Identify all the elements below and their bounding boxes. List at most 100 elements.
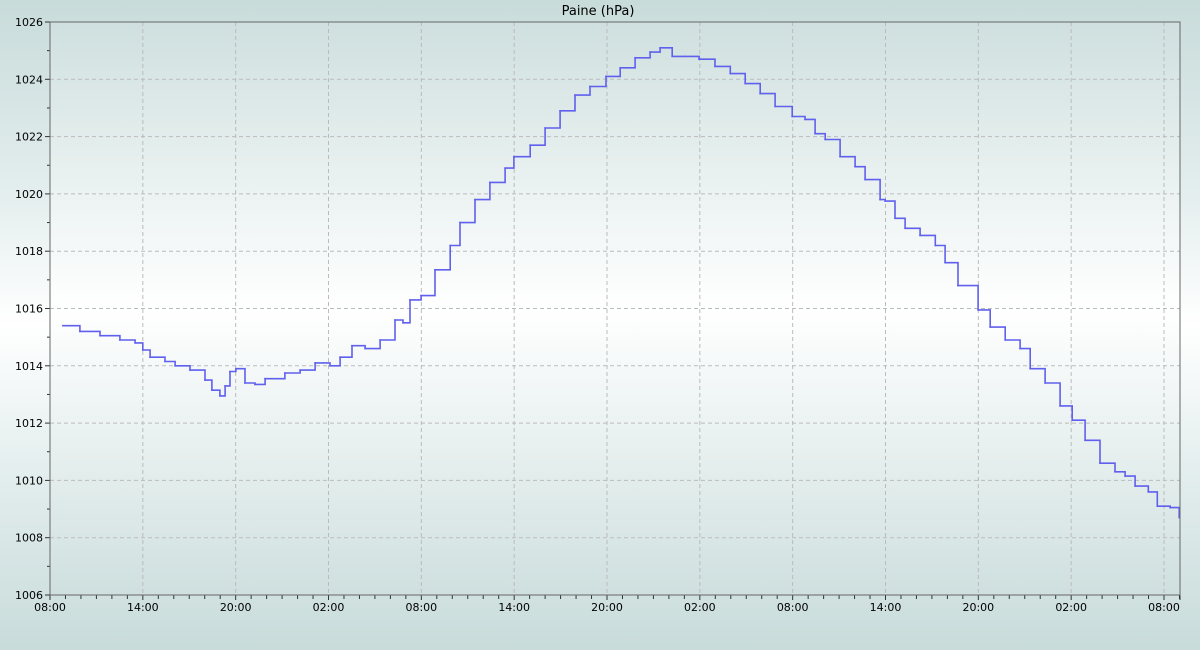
data-point — [229, 370, 231, 373]
y-tick-label: 1026 — [15, 16, 43, 29]
data-point — [619, 66, 622, 69]
data-point — [989, 326, 992, 329]
data-point — [79, 330, 81, 333]
y-tick-label: 1012 — [15, 417, 43, 430]
data-point — [434, 268, 436, 271]
data-point — [1169, 506, 1172, 509]
x-tick-label: 14:00 — [498, 601, 530, 614]
data-point — [879, 198, 881, 201]
data-point — [1059, 405, 1061, 407]
data-point — [1114, 470, 1116, 473]
x-tick-label: 20:00 — [962, 601, 994, 614]
data-point — [409, 299, 411, 301]
data-point — [314, 362, 316, 364]
data-point — [219, 394, 221, 397]
x-tick-label: 08:00 — [777, 601, 809, 614]
data-point — [744, 82, 747, 85]
data-point — [759, 92, 762, 95]
data-point — [684, 55, 687, 58]
data-point — [149, 356, 151, 359]
y-tick-label: 1008 — [15, 532, 43, 545]
x-tick-label: 02:00 — [684, 601, 716, 614]
data-point — [814, 132, 817, 135]
data-point — [420, 294, 422, 297]
data-point — [489, 181, 491, 184]
data-point — [864, 178, 867, 181]
data-point — [714, 65, 716, 68]
data-point — [1071, 419, 1074, 422]
data-point — [839, 155, 842, 158]
pressure-line — [62, 47, 1180, 518]
data-point — [1029, 367, 1032, 370]
data-point — [174, 364, 176, 367]
data-point — [589, 85, 591, 88]
x-tick-label: 20:00 — [591, 601, 623, 614]
data-point — [284, 372, 286, 374]
chart-title: Paine (hPa) — [562, 4, 635, 19]
data-point — [934, 244, 937, 247]
data-point — [1084, 439, 1086, 442]
data-point — [513, 155, 515, 158]
data-point — [919, 234, 921, 237]
grid — [50, 22, 1180, 595]
data-point — [1004, 339, 1007, 341]
data-point — [364, 347, 367, 350]
data-point — [1019, 347, 1022, 350]
data-point — [299, 369, 302, 371]
y-tick-label: 1024 — [15, 73, 43, 86]
x-tick-label: 08:00 — [1148, 601, 1180, 614]
data-point — [164, 360, 166, 363]
data-point — [1147, 490, 1150, 493]
data-point — [894, 217, 896, 220]
data-point — [329, 364, 331, 367]
data-point — [379, 339, 381, 341]
x-tick-label: 08:00 — [34, 601, 66, 614]
y-tick-label: 1006 — [15, 589, 43, 602]
data-point — [944, 261, 946, 264]
data-point — [671, 55, 674, 58]
data-point — [1099, 462, 1101, 465]
data-point — [99, 334, 101, 337]
y-tick-label: 1010 — [15, 474, 43, 487]
data-point — [1124, 475, 1126, 478]
data-point — [649, 51, 651, 53]
data-point — [118, 339, 121, 341]
data-point — [474, 198, 476, 201]
y-tick-label: 1014 — [15, 360, 43, 373]
data-point — [774, 105, 777, 108]
x-tick-label: 14:00 — [870, 601, 902, 614]
data-point — [659, 46, 662, 49]
data-point — [394, 319, 396, 321]
plot-frame — [49, 21, 1181, 596]
data-point — [134, 341, 136, 344]
data-point — [1134, 485, 1137, 488]
x-tick-label: 02:00 — [1055, 601, 1087, 614]
data-point — [574, 94, 576, 96]
data-point — [449, 244, 452, 247]
x-tick-label: 14:00 — [127, 601, 159, 614]
data-point — [211, 389, 213, 392]
data-point — [339, 356, 342, 359]
data-point — [854, 165, 856, 168]
x-tick-label: 08:00 — [405, 601, 437, 614]
data-point — [1156, 505, 1159, 508]
y-tick-label: 1022 — [15, 131, 43, 144]
data-point — [904, 227, 906, 230]
data-point — [605, 75, 607, 78]
axes: 1006 1008 1010 1012 1014 1016 1018 1020 1022 1024… — [15, 16, 1181, 614]
data-point — [224, 384, 226, 387]
data-point — [204, 379, 206, 382]
data-point — [634, 56, 637, 59]
data-point — [402, 321, 404, 324]
data-point — [235, 367, 237, 370]
data-point — [698, 58, 700, 61]
data-point — [884, 200, 887, 202]
data-point — [804, 118, 806, 121]
data-point — [559, 109, 561, 112]
data-point — [264, 377, 266, 380]
data-point — [1044, 382, 1047, 384]
data-point — [244, 382, 246, 384]
data-point — [254, 383, 256, 386]
y-tick-label: 1018 — [15, 245, 43, 258]
